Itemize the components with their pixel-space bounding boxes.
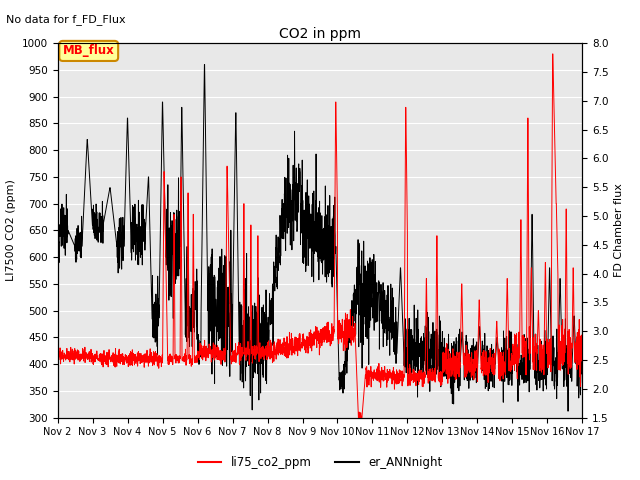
Text: MB_flux: MB_flux	[63, 45, 115, 58]
Title: CO2 in ppm: CO2 in ppm	[279, 27, 361, 41]
Y-axis label: FD Chamber flux: FD Chamber flux	[614, 183, 624, 277]
Text: No data for f_FD_Flux: No data for f_FD_Flux	[6, 14, 126, 25]
Y-axis label: LI7500 CO2 (ppm): LI7500 CO2 (ppm)	[6, 180, 16, 281]
Legend: li75_co2_ppm, er_ANNnight: li75_co2_ppm, er_ANNnight	[193, 452, 447, 474]
